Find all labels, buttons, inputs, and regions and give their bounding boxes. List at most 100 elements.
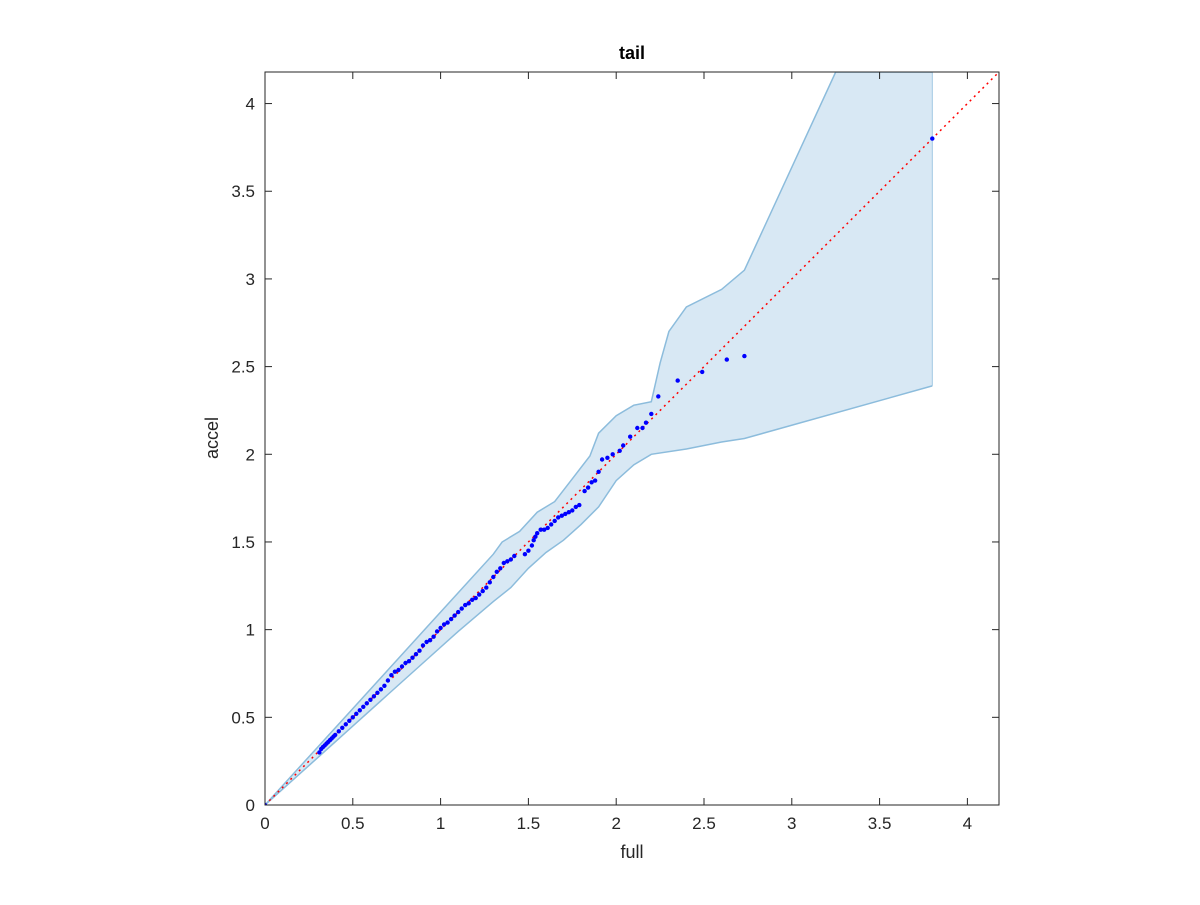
data-point: [501, 560, 506, 566]
data-point: [552, 518, 557, 524]
data-point: [417, 648, 422, 653]
data-point: [643, 420, 649, 425]
data-point: [635, 425, 640, 431]
data-point: [343, 722, 348, 727]
data-point: [477, 592, 482, 597]
data-point: [545, 525, 550, 531]
x-tick-label: 0: [260, 814, 269, 833]
data-point: [508, 557, 513, 562]
x-tick-label: 1: [436, 814, 445, 833]
data-point: [413, 652, 419, 657]
data-point: [466, 601, 471, 606]
x-tick-label: 3.5: [868, 814, 892, 833]
data-point: [382, 683, 387, 688]
data-point: [441, 622, 447, 627]
data-point: [368, 697, 373, 702]
data-point: [563, 511, 568, 517]
data-point: [617, 448, 622, 453]
data-point: [573, 504, 578, 510]
data-point: [585, 485, 591, 490]
x-tick-label: 2.5: [692, 814, 716, 833]
data-point: [438, 625, 443, 631]
data-point: [621, 443, 626, 448]
data-point: [549, 522, 554, 527]
data-point: [930, 136, 935, 141]
data-point: [424, 639, 429, 645]
data-point: [649, 411, 654, 417]
data-point: [494, 569, 499, 574]
data-point: [480, 588, 485, 594]
data-point: [371, 694, 377, 699]
data-point: [529, 543, 535, 548]
data-point: [656, 394, 661, 399]
data-point: [378, 687, 384, 692]
data-point: [512, 553, 517, 559]
axes-box: [264, 71, 1000, 806]
data-point: [640, 425, 645, 431]
data-point: [535, 531, 540, 536]
data-point: [531, 538, 536, 543]
data-point: [498, 566, 503, 571]
data-point: [448, 616, 454, 622]
y-tick-label: 2.5: [231, 358, 255, 377]
data-point: [470, 597, 475, 602]
data-point: [473, 595, 478, 601]
x-tick-label: 4: [963, 814, 972, 833]
data-point: [491, 574, 496, 580]
data-point: [333, 732, 338, 738]
data-point: [357, 708, 362, 713]
y-tick-label: 1.5: [231, 533, 255, 552]
data-point: [599, 457, 605, 462]
data-point: [361, 704, 366, 709]
reference-line: [265, 72, 999, 805]
data-point: [556, 515, 561, 520]
data-point: [364, 701, 369, 706]
data-point: [742, 353, 747, 359]
x-tick-label: 2: [611, 814, 620, 833]
data-point: [526, 548, 531, 553]
data-point: [340, 725, 345, 730]
data-point: [317, 750, 322, 755]
data-point: [431, 634, 436, 639]
data-point: [459, 606, 464, 611]
data-point: [265, 802, 268, 805]
data-point: [700, 369, 705, 375]
data-point: [354, 711, 359, 716]
data-point: [463, 602, 468, 608]
data-point: [456, 609, 461, 615]
data-point: [487, 580, 492, 585]
data-point: [420, 643, 426, 648]
y-axis-label: accel: [202, 417, 222, 459]
data-point: [522, 552, 528, 557]
x-tick-label: 0.5: [341, 814, 365, 833]
data-point: [399, 664, 405, 669]
confidence-band-upper-edge: [265, 72, 933, 805]
data-point: [538, 527, 543, 532]
data-point: [610, 452, 615, 457]
data-point: [385, 678, 391, 683]
data-point: [559, 513, 564, 518]
y-tick-label: 0.5: [231, 708, 255, 727]
y-tick-label: 4: [246, 95, 255, 114]
data-point: [406, 659, 412, 664]
y-tick-label: 2: [246, 445, 255, 464]
data-point: [570, 508, 575, 513]
y-tick-label: 3.5: [231, 182, 255, 201]
data-point: [605, 455, 610, 460]
data-point: [589, 480, 594, 485]
data-point: [403, 660, 408, 666]
data-point: [350, 715, 355, 720]
data-point: [427, 638, 433, 643]
data-point: [389, 673, 394, 678]
data-point: [577, 502, 582, 508]
data-point: [566, 510, 571, 515]
data-point: [445, 620, 450, 625]
data-point: [628, 434, 633, 439]
y-tick-label: 1: [246, 621, 255, 640]
data-point: [392, 669, 398, 674]
y-tick-label: 0: [246, 796, 255, 815]
data-point: [434, 629, 440, 634]
data-point: [336, 729, 341, 734]
data-point: [452, 613, 457, 618]
